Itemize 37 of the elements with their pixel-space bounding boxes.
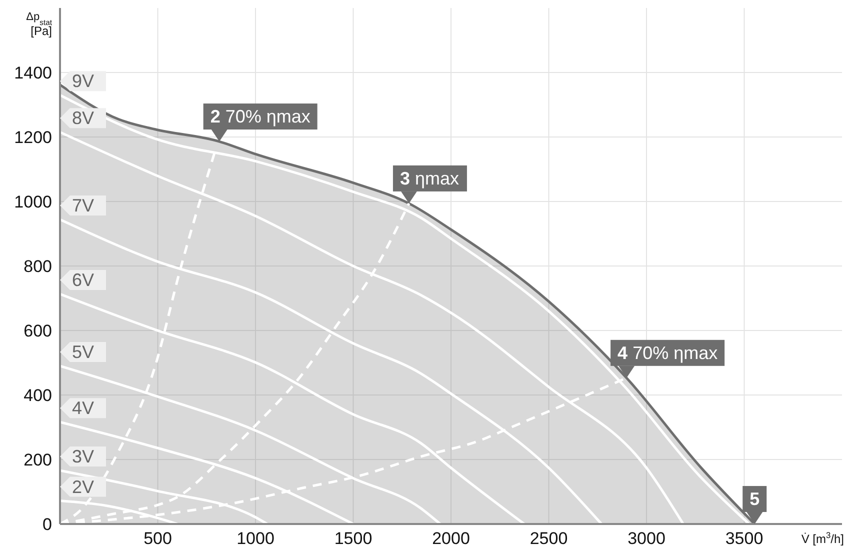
series-label: 5V xyxy=(72,342,94,362)
x-tick-label: 3500 xyxy=(725,529,764,548)
name-tag: 7V xyxy=(60,196,106,216)
name-tag: 2V xyxy=(60,476,106,497)
series-label: 3V xyxy=(72,446,94,466)
y-tick-label: 200 xyxy=(24,450,52,470)
annotation: 3 ηmax xyxy=(400,168,460,188)
series-label: 4V xyxy=(72,398,94,418)
name-tag: 4V xyxy=(60,398,106,418)
x-tick-label: 2000 xyxy=(432,529,470,548)
y-tick-label: 1000 xyxy=(14,192,52,212)
legend-label: 8V xyxy=(72,108,94,128)
x-tick-label: 3000 xyxy=(628,529,666,548)
y-tick-label: 1200 xyxy=(14,128,52,148)
annotation: 5 xyxy=(750,489,760,509)
y-tick-label: 800 xyxy=(24,257,52,276)
annotation: 4 70% ηmax xyxy=(618,342,718,363)
series-label: 9V xyxy=(72,71,94,92)
name-tag: 5V xyxy=(60,342,106,362)
name-tag: 6V xyxy=(60,270,106,290)
y-tick-label: 1400 xyxy=(14,64,52,83)
series-label: 7V xyxy=(72,196,94,216)
name-tag: 9V xyxy=(60,71,106,92)
y-tick-label: 600 xyxy=(24,322,52,341)
y-tick-label: 400 xyxy=(24,386,52,406)
x-tick-label: 1500 xyxy=(334,529,372,548)
y-axis-title: Δp$_{stat}$ [Pa] xyxy=(26,11,53,38)
annotation: 2 70% ηmax xyxy=(210,106,310,127)
x-tick-label: 2500 xyxy=(530,529,568,548)
name-tag: 8V xyxy=(60,108,106,128)
x-tick-label: 1000 xyxy=(236,529,274,548)
x-tick-label: 500 xyxy=(144,529,172,548)
y-tick-label: 0 xyxy=(42,515,52,534)
series-label: 6V xyxy=(72,270,94,290)
legend-label: 2V xyxy=(72,476,94,497)
x-axis-title: V̇ [m$^{3}$/h] xyxy=(801,530,844,546)
name-tag: 3V xyxy=(60,446,106,466)
